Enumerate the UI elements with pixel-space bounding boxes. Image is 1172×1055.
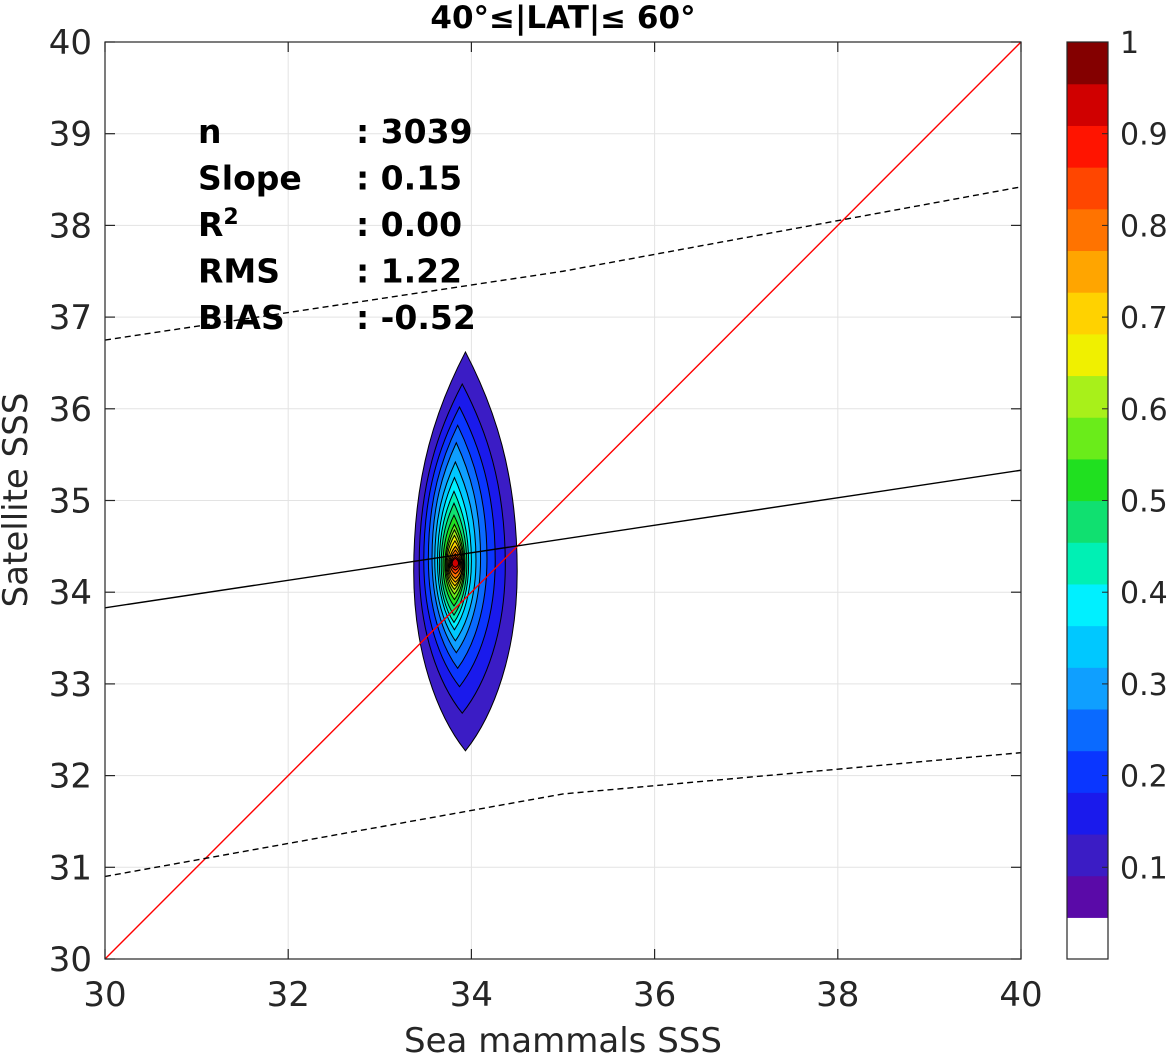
x-axis-label: Sea mammals SSS bbox=[404, 1021, 722, 1055]
y-tick-label: 37 bbox=[49, 298, 92, 338]
y-tick-label: 40 bbox=[49, 23, 92, 63]
y-tick-label: 32 bbox=[49, 757, 92, 797]
x-tick-label: 34 bbox=[450, 975, 493, 1015]
colorbar-tick-label: 0.7 bbox=[1120, 301, 1168, 336]
stat-label-text: RMS bbox=[198, 252, 280, 291]
colorbar-segment bbox=[1067, 625, 1108, 668]
x-tick-label: 40 bbox=[999, 975, 1042, 1015]
x-tick-label: 36 bbox=[633, 975, 676, 1015]
colorbar-segment bbox=[1067, 42, 1108, 85]
stat-value: : -0.52 bbox=[356, 298, 476, 337]
stat-label: R2 bbox=[198, 205, 239, 244]
stat-label: RMS bbox=[198, 252, 280, 291]
y-tick-label: 35 bbox=[49, 482, 92, 522]
colorbar: 0.1 0.2 0.3 0.4 0.5 0.6 0.7 0.8 0.9 1 bbox=[1066, 26, 1168, 960]
colorbar-segment bbox=[1067, 208, 1108, 252]
colorbar-segment bbox=[1067, 83, 1108, 126]
y-tick-label: 34 bbox=[49, 573, 92, 613]
colorbar-segment bbox=[1067, 917, 1108, 960]
colorbar-segment bbox=[1067, 375, 1108, 418]
stat-label-superscript: 2 bbox=[223, 205, 238, 230]
colorbar-segment bbox=[1067, 417, 1108, 460]
colorbar-tick-label: 0.5 bbox=[1120, 485, 1168, 520]
y-tick-label: 33 bbox=[49, 665, 92, 705]
density-contours bbox=[413, 350, 518, 752]
x-tick-label: 32 bbox=[267, 975, 310, 1015]
stat-value: : 0.00 bbox=[356, 205, 462, 244]
regression-line bbox=[105, 469, 1021, 609]
y-tick-label: 39 bbox=[49, 115, 92, 155]
x-tick-label: 38 bbox=[816, 975, 859, 1015]
stat-label-text: BIAS bbox=[198, 298, 285, 337]
colorbar-segment bbox=[1067, 125, 1108, 168]
stat-label-text: Slope bbox=[198, 159, 302, 198]
reference-lines bbox=[105, 42, 1021, 959]
gridlines bbox=[104, 41, 1022, 960]
colorbar-segment bbox=[1067, 583, 1108, 627]
y-tick-label: 30 bbox=[49, 940, 92, 980]
colorbar-segment bbox=[1067, 333, 1108, 377]
colorbar-segment bbox=[1067, 750, 1108, 793]
stat-value: : 1.22 bbox=[356, 252, 462, 291]
y-axis-label: Satellite SSS bbox=[0, 393, 36, 608]
colorbar-tick-label: 0.9 bbox=[1120, 118, 1168, 153]
colorbar-segment bbox=[1067, 542, 1108, 585]
colorbar-segment bbox=[1067, 458, 1108, 502]
stat-value: : 3039 bbox=[356, 112, 473, 151]
colorbar-segment bbox=[1067, 167, 1108, 210]
colorbar-segment bbox=[1067, 833, 1108, 877]
stat-label-text: R bbox=[198, 205, 223, 244]
axis-ticks: 30 32 34 36 38 40 30 31 32 33 34 35 36 37 38 39 40 bbox=[49, 23, 1043, 1015]
plot-area: 30 32 34 36 38 40 30 31 32 33 34 35 36 37 38 39 40 n : 30… bbox=[49, 23, 1043, 1015]
upper-bound-line bbox=[105, 186, 1021, 341]
stats-box: n : 3039 Slope : 0.15 R2 : 0.00 RMS : 1.22 BIAS:… bbox=[198, 112, 476, 337]
colorbar-segment bbox=[1067, 708, 1108, 752]
x-tick-label: 30 bbox=[83, 975, 126, 1015]
stat-label: BIAS bbox=[198, 298, 285, 337]
lower-bound-line bbox=[105, 751, 1021, 878]
colorbar-tick-label: 0.1 bbox=[1120, 851, 1168, 886]
y-tick-label: 38 bbox=[49, 206, 92, 246]
density-contour-level bbox=[451, 557, 460, 568]
colorbar-tick-label: 0.8 bbox=[1120, 209, 1168, 244]
chart-title: 40°≤|LAT|≤ 60° bbox=[430, 0, 695, 36]
y-tick-label: 36 bbox=[49, 390, 92, 430]
colorbar-tick-label: 0.6 bbox=[1120, 393, 1168, 428]
stat-label: Slope bbox=[198, 159, 302, 198]
colorbar-segment bbox=[1067, 875, 1108, 918]
y-tick-label: 31 bbox=[49, 848, 92, 888]
stat-label-text: n bbox=[198, 112, 222, 151]
colorbar-segment bbox=[1067, 792, 1108, 835]
colorbar-segment bbox=[1067, 292, 1108, 335]
colorbar-tick-label: 0.4 bbox=[1120, 576, 1168, 611]
colorbar-tick-label: 0.3 bbox=[1120, 668, 1168, 703]
colorbar-tick-label: 1 bbox=[1120, 26, 1139, 61]
colorbar-segment bbox=[1067, 250, 1108, 293]
colorbar-segment bbox=[1067, 500, 1108, 543]
stat-value: : 0.15 bbox=[356, 159, 462, 198]
one-to-one-line bbox=[105, 42, 1021, 959]
stat-label: n bbox=[198, 112, 222, 151]
colorbar-segment bbox=[1067, 667, 1108, 710]
colorbar-tick-label: 0.2 bbox=[1120, 760, 1168, 795]
